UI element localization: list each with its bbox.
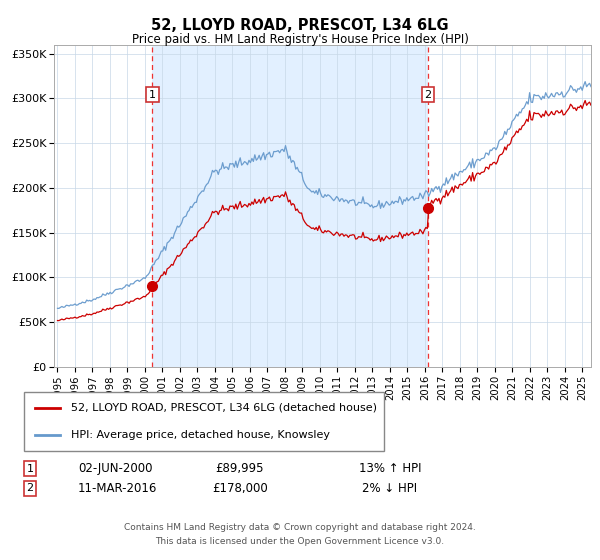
Bar [152,45,428,367]
Text: Price paid vs. HM Land Registry's House Price Index (HPI): Price paid vs. HM Land Registry's House … [131,32,469,46]
Text: 1: 1 [149,90,156,100]
Text: £178,000: £178,000 [212,482,268,495]
Text: This data is licensed under the Open Government Licence v3.0.: This data is licensed under the Open Gov… [155,537,445,546]
Text: £89,995: £89,995 [216,462,264,475]
Text: Contains HM Land Registry data © Crown copyright and database right 2024.: Contains HM Land Registry data © Crown c… [124,523,476,532]
FancyBboxPatch shape [24,392,384,451]
Text: 2: 2 [425,90,432,100]
Text: 52, LLOYD ROAD, PRESCOT, L34 6LG (detached house): 52, LLOYD ROAD, PRESCOT, L34 6LG (detach… [71,403,377,413]
Text: 2: 2 [26,483,34,493]
Text: 1: 1 [26,464,34,474]
Text: 2% ↓ HPI: 2% ↓ HPI [362,482,418,495]
Text: 02-JUN-2000: 02-JUN-2000 [78,462,152,475]
Text: 52, LLOYD ROAD, PRESCOT, L34 6LG: 52, LLOYD ROAD, PRESCOT, L34 6LG [151,18,449,32]
Text: HPI: Average price, detached house, Knowsley: HPI: Average price, detached house, Know… [71,430,330,440]
Text: 11-MAR-2016: 11-MAR-2016 [78,482,157,495]
Text: 13% ↑ HPI: 13% ↑ HPI [359,462,421,475]
